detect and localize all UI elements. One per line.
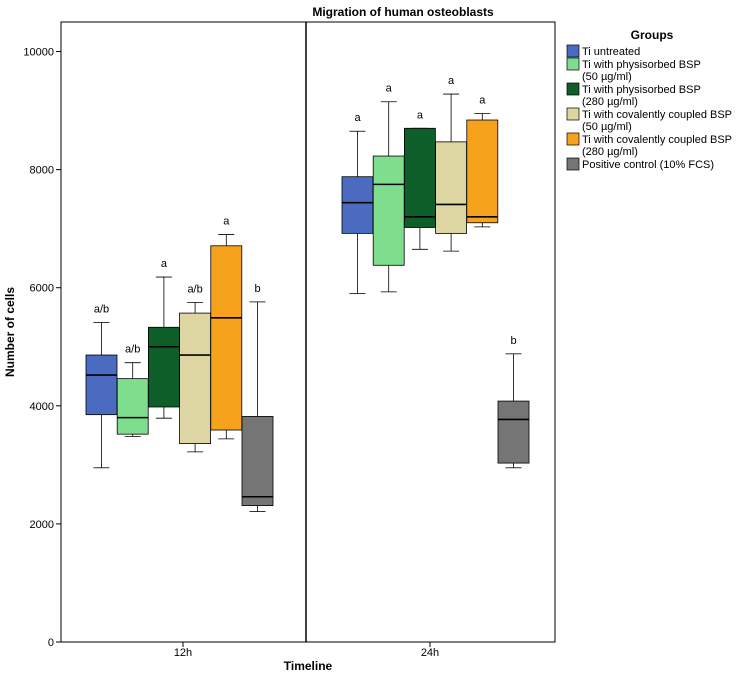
box-12h-series-4: a/b <box>179 283 212 453</box>
box-24h-series-3: a <box>403 109 436 250</box>
legend-label: Ti with covalently coupled BSP <box>582 109 732 121</box>
x-tick-label: 12h <box>174 647 192 659</box>
significance-label: a <box>354 112 361 124</box>
y-axis: 0 2000 4000 6000 8000 10000 <box>23 47 61 649</box>
box-24h-series-5: a <box>466 95 499 228</box>
legend-swatch <box>566 132 580 146</box>
chart-title: Migration of human osteoblasts <box>312 5 494 19</box>
significance-label: a <box>448 75 455 87</box>
box-iqr <box>241 416 274 507</box>
legend-item: Positive control (10% FCS) <box>566 157 714 171</box>
box-12h-series-3: a <box>147 258 180 419</box>
legend-item: Ti with physisorbed BSP(50 µg/ml) <box>566 57 701 83</box>
significance-label: a/b <box>187 283 202 295</box>
significance-label: a <box>479 95 486 107</box>
legend-label: (50 µg/ml) <box>582 121 632 133</box>
legend-swatch <box>566 44 580 58</box>
box-iqr <box>210 245 243 431</box>
box-iqr <box>372 155 405 266</box>
legend-swatch <box>566 57 580 71</box>
box-iqr <box>466 119 499 224</box>
significance-label: a/b <box>125 344 140 356</box>
y-tick-label: 8000 <box>30 165 54 177</box>
box-iqr <box>497 400 530 464</box>
significance-label: a <box>386 83 393 95</box>
legend-label: (50 µg/ml) <box>582 71 632 83</box>
box-iqr <box>85 354 118 416</box>
y-tick-label: 6000 <box>30 283 54 295</box>
significance-label: b <box>510 335 516 347</box>
y-tick-label: 0 <box>48 637 54 649</box>
plot-area <box>60 21 556 643</box>
significance-label: a/b <box>94 304 109 316</box>
box-24h-series-1: a <box>341 112 374 295</box>
legend-label: Ti with physisorbed BSP <box>582 59 701 71</box>
x-axis-label: Timeline <box>284 659 333 673</box>
legend-label: Ti with physisorbed BSP <box>582 84 701 96</box>
box-iqr <box>403 127 436 228</box>
box-iqr <box>435 141 468 234</box>
box-24h-series-6: b <box>497 335 530 469</box>
legend-label: (280 µg/ml) <box>582 96 638 108</box>
y-axis-label: Number of cells <box>3 287 17 377</box>
legend-title: Groups <box>631 28 674 42</box>
legend-label: Positive control (10% FCS) <box>582 159 714 171</box>
box-iqr <box>341 176 374 234</box>
legend-item: Ti with covalently coupled BSP(50 µg/ml) <box>566 107 732 133</box>
x-axis: 12h 24h <box>174 642 439 659</box>
legend-swatch <box>566 157 580 171</box>
significance-label: a <box>161 258 168 270</box>
y-tick-label: 10000 <box>23 47 54 59</box>
legend-label: Ti with covalently coupled BSP <box>582 134 732 146</box>
box-24h-series-4: a <box>435 75 468 252</box>
significance-label: b <box>254 283 260 295</box>
legend-item: Ti with covalently coupled BSP(280 µg/ml… <box>566 132 732 158</box>
significance-label: a <box>223 216 230 228</box>
box-12h-series-5: a <box>210 216 243 440</box>
box-12h-series-2: a/b <box>116 344 149 437</box>
x-tick-label: 24h <box>421 647 439 659</box>
legend-item: Ti with physisorbed BSP(280 µg/ml) <box>566 82 701 108</box>
box-series: a/b a a/b a a a a/b a a a b b <box>85 75 530 512</box>
box-iqr <box>147 326 180 408</box>
legend-swatch <box>566 82 580 96</box>
significance-label: a <box>417 109 424 121</box>
box-iqr <box>179 312 212 445</box>
box-iqr <box>116 378 149 435</box>
legend-label: Ti untreated <box>582 46 640 58</box>
legend-swatch <box>566 107 580 121</box>
y-tick-label: 4000 <box>30 401 54 413</box>
box-24h-series-2: a <box>372 83 405 293</box>
y-tick-label: 2000 <box>30 519 54 531</box>
legend-item: Ti untreated <box>566 44 640 58</box>
box-12h-series-6: b <box>241 283 274 512</box>
box-12h-series-1: a/b <box>85 304 118 469</box>
legend-label: (280 µg/ml) <box>582 146 638 158</box>
